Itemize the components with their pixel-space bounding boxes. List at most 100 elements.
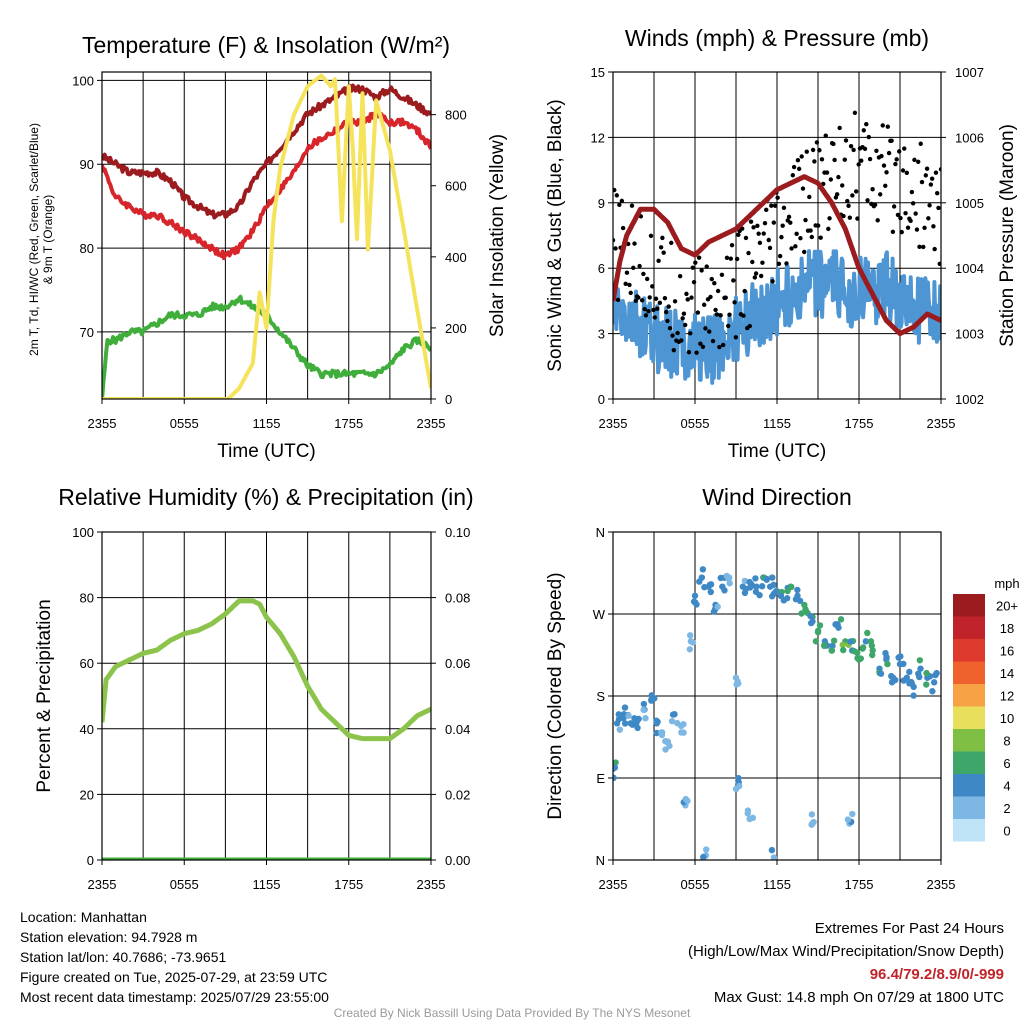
gust-point xyxy=(663,309,669,315)
gust-point xyxy=(837,125,842,131)
gust-point xyxy=(935,190,940,196)
y-tick-label: S xyxy=(596,689,605,704)
y2-tick-label: 0.10 xyxy=(445,525,470,540)
gust-point xyxy=(747,323,752,329)
gust-point xyxy=(743,235,749,241)
gust-point xyxy=(658,245,664,250)
gust-point xyxy=(794,231,799,237)
gust-point xyxy=(807,194,812,200)
x-tick-label: 1755 xyxy=(845,877,874,892)
gust-point xyxy=(791,164,797,170)
x-tick-label: 1755 xyxy=(845,416,874,431)
gust-point xyxy=(913,211,918,216)
direction-point xyxy=(703,846,710,853)
gust-point xyxy=(752,275,758,280)
gust-point xyxy=(699,268,704,273)
gust-point xyxy=(764,207,769,213)
gust-point xyxy=(889,138,894,143)
gust-point xyxy=(726,323,731,329)
direction-point xyxy=(877,670,885,677)
gust-point xyxy=(631,265,636,271)
gust-point xyxy=(712,281,717,286)
x-tick-label: 1155 xyxy=(763,416,791,431)
gust-point xyxy=(880,123,885,128)
y2-axis-label: Solar Insolation (Yellow) xyxy=(487,134,508,337)
colorbar-swatch xyxy=(953,819,985,842)
y2-tick-label: 0.02 xyxy=(445,787,470,802)
gust-point xyxy=(767,245,773,251)
direction-point xyxy=(763,575,771,583)
gust-point xyxy=(842,157,847,162)
colorbar-label: 10 xyxy=(1000,711,1014,726)
series-line xyxy=(102,83,431,220)
extremes-heading: Extremes For Past 24 Hours xyxy=(814,920,1004,937)
gust-point xyxy=(715,288,721,294)
gust-point xyxy=(881,163,887,168)
gust-point xyxy=(793,244,798,249)
direction-point xyxy=(923,681,930,688)
direction-point xyxy=(684,797,691,805)
gust-point xyxy=(872,202,878,207)
gust-point xyxy=(657,300,663,306)
x-tick-label: 2355 xyxy=(417,877,446,892)
gust-point xyxy=(728,256,733,261)
gust-point xyxy=(627,282,632,288)
colorbar-label: 12 xyxy=(1000,688,1014,703)
direction-point xyxy=(900,660,907,668)
colorbar-label: 4 xyxy=(1003,778,1010,793)
direction-point xyxy=(869,651,876,659)
gust-point xyxy=(762,221,768,226)
gust-point xyxy=(617,202,622,208)
direction-point xyxy=(916,673,923,681)
direction-point xyxy=(735,774,742,782)
gust-point xyxy=(667,326,673,331)
gust-point xyxy=(809,234,815,240)
gust-point xyxy=(723,295,728,300)
gust-point xyxy=(691,279,697,285)
y2-tick-label: 0.00 xyxy=(445,853,470,868)
x-tick-label: 2355 xyxy=(417,416,446,431)
gust-point xyxy=(890,229,896,234)
gust-point xyxy=(817,148,822,153)
x-tick-label: 2355 xyxy=(88,416,117,431)
gust-point xyxy=(832,157,837,163)
gust-point xyxy=(894,157,899,162)
plot-area xyxy=(102,598,431,860)
gust-point xyxy=(823,133,828,138)
direction-point xyxy=(812,638,820,645)
gust-point xyxy=(808,228,813,233)
gust-point xyxy=(788,220,793,225)
gust-point xyxy=(613,246,618,251)
y-tick-label: 60 xyxy=(80,656,94,671)
extremes-panel: Extremes For Past 24 Hours (High/Low/Max… xyxy=(688,917,1004,1009)
y-tick-label: 100 xyxy=(72,525,94,540)
gust-point xyxy=(758,273,764,279)
gust-point xyxy=(803,217,808,223)
direction-point xyxy=(906,668,913,676)
gust-point xyxy=(741,313,746,318)
gust-point xyxy=(770,279,775,284)
gust-point xyxy=(709,276,714,282)
gust-point xyxy=(909,189,915,195)
chart-title: Wind Direction xyxy=(702,484,852,510)
colorbar-label: 2 xyxy=(1003,801,1010,816)
gust-point xyxy=(628,290,633,296)
direction-point xyxy=(616,726,623,733)
direction-point xyxy=(700,853,707,860)
extremes-subheading: (High/Low/Max Wind/Precipitation/Snow De… xyxy=(688,943,1004,960)
direction-point xyxy=(900,677,907,684)
plot-frame xyxy=(612,531,942,861)
gust-point xyxy=(927,203,932,208)
gust-point xyxy=(912,157,917,163)
gust-point xyxy=(646,309,651,314)
direction-point xyxy=(640,706,647,714)
gust-point xyxy=(866,134,872,140)
x-tick-label: 1155 xyxy=(253,416,281,431)
direction-point xyxy=(808,811,816,818)
gust-point xyxy=(937,261,941,266)
plot-area xyxy=(613,110,941,385)
gust-point xyxy=(932,246,937,252)
direction-point xyxy=(829,642,836,650)
direction-point xyxy=(691,592,699,599)
colorbar-label: 18 xyxy=(1000,621,1014,636)
